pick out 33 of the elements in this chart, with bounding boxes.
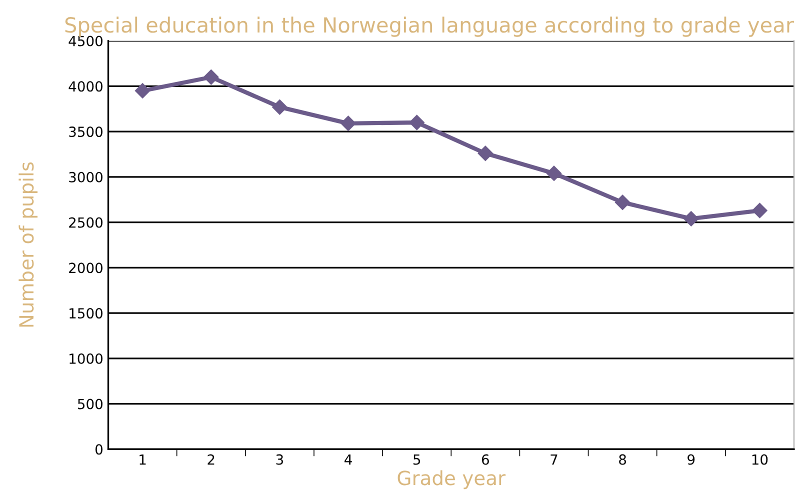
x-tick-label: 7 — [550, 454, 558, 465]
y-tick-label: 3500 — [69, 126, 102, 138]
x-tick-label: 6 — [482, 454, 489, 465]
y-tick-label: 1500 — [70, 308, 102, 319]
point — [614, 194, 630, 210]
point — [684, 211, 699, 226]
y-axis-title: Number of pupils — [18, 162, 38, 327]
x-tick-label: 10 — [752, 454, 768, 465]
y-tick-label: 1000 — [70, 353, 102, 364]
x-axis-title: Grade year — [398, 470, 506, 490]
y-tick-label: 500 — [78, 398, 102, 410]
point — [204, 70, 219, 85]
point — [134, 83, 150, 98]
x-tick-label: 8 — [619, 454, 626, 465]
point — [546, 166, 562, 181]
point — [272, 100, 288, 115]
y-tick-label: 4000 — [68, 81, 102, 92]
y-tick-label: 0 — [95, 444, 102, 455]
x-tick-label: 2 — [208, 454, 214, 465]
x-tick-label: 1 — [140, 454, 146, 465]
x-tick-label: 4 — [344, 454, 352, 465]
x-tick-label: 9 — [688, 454, 695, 465]
x-tick-label: 5 — [413, 454, 420, 465]
y-tick-label: 2500 — [69, 217, 102, 228]
point — [409, 114, 424, 130]
point — [478, 146, 493, 161]
chart-title: Special education in the Norwegian language according to grade year — [65, 16, 794, 37]
y-tick-label: 4500 — [68, 36, 102, 46]
y-tick-label: 3000 — [69, 172, 102, 182]
point — [752, 202, 768, 218]
point — [340, 116, 356, 131]
y-tick-label: 2000 — [69, 262, 102, 274]
x-tick-label: 3 — [276, 454, 284, 465]
